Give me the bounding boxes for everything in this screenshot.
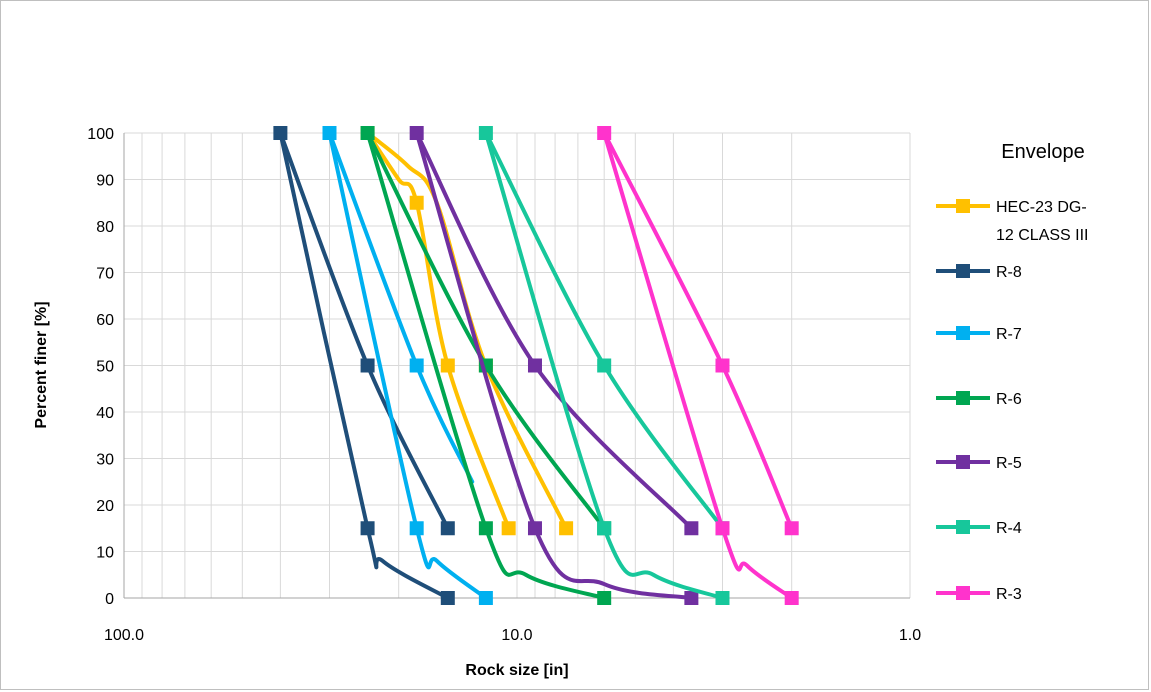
- data-point: [597, 591, 612, 605]
- legend-item: HEC-23 DG- 12 CLASS III: [936, 199, 1089, 244]
- data-point: [684, 591, 699, 605]
- y-tick-label: 30: [96, 452, 114, 469]
- legend-label: 12 CLASS III: [996, 227, 1089, 244]
- data-point: [273, 126, 288, 140]
- data-point: [684, 521, 699, 536]
- data-point: [440, 358, 455, 373]
- y-tick-label: 50: [96, 359, 114, 376]
- data-point: [409, 126, 424, 140]
- legend-item: R-6: [936, 391, 1022, 408]
- data-point: [527, 358, 542, 373]
- data-point: [559, 521, 574, 536]
- data-point: [784, 591, 799, 605]
- data-point: [597, 126, 612, 140]
- data-point: [597, 358, 612, 373]
- y-tick-label: 70: [96, 266, 114, 283]
- y-axis-title: Percent finer [%]: [33, 301, 50, 428]
- legend-label: HEC-23 DG-: [996, 199, 1087, 216]
- y-tick-label: 10: [96, 545, 114, 562]
- legend-marker: [956, 520, 970, 534]
- data-point: [409, 521, 424, 536]
- axis-layer: 0 10 20 30 40 50 60 70 80 90 100 100.0 10.0 1.0: [87, 126, 921, 644]
- y-tick-label: 100: [87, 126, 114, 143]
- legend-marker: [956, 455, 970, 469]
- data-point: [409, 195, 424, 210]
- data-point: [501, 521, 516, 536]
- y-tick-label: 60: [96, 312, 114, 329]
- x-axis-title: Rock size [in]: [465, 662, 568, 679]
- x-tick-label: 10.0: [501, 627, 532, 644]
- data-point: [715, 358, 730, 373]
- data-point: [360, 126, 375, 140]
- series-line: [327, 131, 475, 484]
- data-point: [322, 126, 337, 140]
- legend-item: R-4: [936, 520, 1022, 537]
- data-point: [784, 521, 799, 536]
- series-line: [365, 131, 511, 531]
- legend-item: R-3: [936, 586, 1022, 603]
- legend-marker: [956, 586, 970, 600]
- legend-label: R-5: [996, 455, 1022, 472]
- data-point: [715, 591, 730, 605]
- legend-marker: [956, 199, 970, 213]
- series-line: [414, 131, 694, 600]
- series-r-5: [409, 126, 699, 605]
- data-point: [478, 126, 493, 140]
- legend-label: R-7: [996, 326, 1022, 343]
- data-point: [478, 521, 493, 536]
- legend-marker: [956, 391, 970, 405]
- series-r-8: [273, 126, 455, 605]
- legend-label: R-6: [996, 391, 1022, 408]
- data-point: [360, 521, 375, 536]
- series-r-7: [322, 126, 493, 605]
- legend-label: R-3: [996, 586, 1022, 603]
- y-tick-label: 80: [96, 219, 114, 236]
- data-point: [440, 591, 455, 605]
- y-tick-label: 0: [105, 591, 114, 608]
- x-tick-label: 1.0: [899, 627, 921, 644]
- y-tick-label: 90: [96, 173, 114, 190]
- legend-marker: [956, 264, 970, 278]
- legend-item: R-7: [936, 326, 1022, 343]
- series-r-3: [597, 126, 799, 605]
- y-tick-label: 20: [96, 498, 114, 515]
- data-point: [409, 358, 424, 373]
- y-tick-label: 40: [96, 405, 114, 422]
- data-point: [478, 591, 493, 605]
- legend-title: Envelope: [1001, 141, 1084, 163]
- legend-label: R-4: [996, 520, 1022, 537]
- series-layer: [273, 126, 799, 605]
- data-point: [440, 521, 455, 536]
- legend-layer: Envelope HEC-23 DG- 12 CLASS III R-8 R-7 R-6…: [936, 141, 1089, 603]
- legend-item: R-8: [936, 264, 1022, 281]
- data-point: [527, 521, 542, 536]
- legend-item: R-5: [936, 455, 1022, 472]
- legend-marker: [956, 326, 970, 340]
- series-line: [365, 131, 607, 600]
- data-point: [597, 521, 612, 536]
- data-point: [715, 521, 730, 536]
- data-point: [360, 358, 375, 373]
- x-tick-label: 100.0: [104, 627, 144, 644]
- legend-label: R-8: [996, 264, 1022, 281]
